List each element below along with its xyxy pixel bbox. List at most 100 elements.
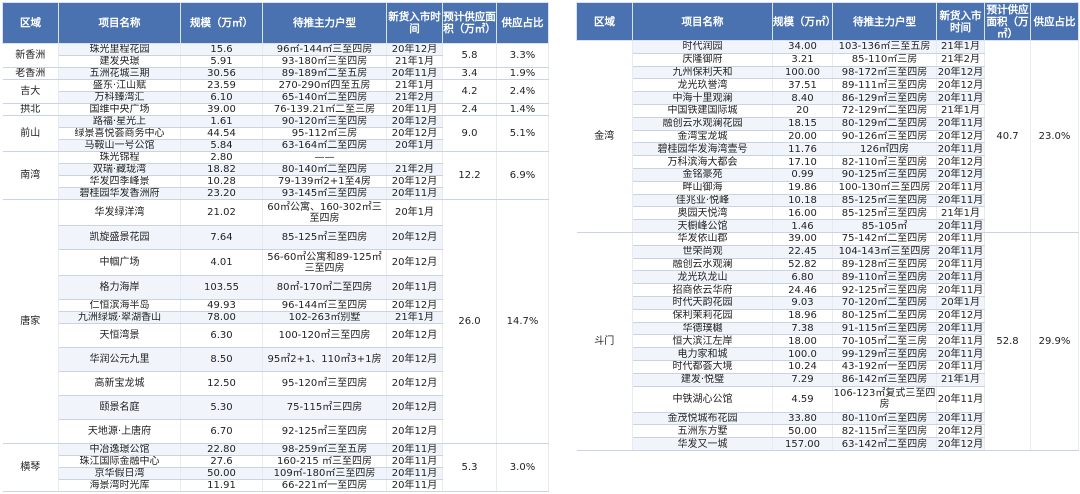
- unit-type-cell: 91-115㎡三至四房: [832, 322, 937, 336]
- table-row: 金铭豪苑 0.99 90-125㎡三至四房 20年12月: [577, 168, 1079, 182]
- supply-share-cell: 14.7%: [496, 199, 549, 444]
- header-supply-share: 供应占比: [1030, 2, 1079, 41]
- header-launch-date: 新货入市时间: [386, 2, 443, 44]
- table-row: 庆隆御府 3.21 85-110㎡三房 21年2月: [577, 53, 1079, 67]
- launch-date-cell: 20年11月: [936, 322, 985, 336]
- launch-date-cell: 20年11月: [936, 91, 985, 105]
- region-cell: 新香洲: [2, 43, 59, 68]
- launch-date-cell: 20年12月: [386, 127, 443, 140]
- scale-cell: 10.24: [772, 360, 833, 374]
- scale-cell: 52.82: [772, 258, 833, 272]
- scale-cell: 44.54: [180, 127, 263, 140]
- unit-type-cell: 75-142㎡二至四房: [832, 232, 937, 246]
- launch-date-cell: 20年12月: [936, 78, 985, 93]
- launch-date-cell: 20年11月: [936, 347, 985, 361]
- table-row: 保利茉莉花园 18.96 80-125㎡二至四房 20年12月: [577, 309, 1079, 323]
- scale-cell: 10.18: [772, 194, 833, 208]
- table-row: 万科臻湾汇 6.10 65-140㎡二至四房 21年2月: [3, 91, 549, 104]
- launch-date-cell: 20年11月: [386, 443, 443, 456]
- supply-table-left: 区域 项目名称 规模（万㎡） 待推主力户型 新货入市时间 预计供应面积（万㎡） …: [2, 2, 549, 492]
- scale-cell: 37.51: [772, 78, 833, 93]
- table-row: 天地源·上唐府 6.70 92-125㎡三至四房 20年12月: [3, 419, 549, 444]
- table-row: 双瑞·藏珑湾 18.82 80-140㎡二至四房 21年2月: [3, 163, 549, 176]
- scale-cell: 22.45: [772, 245, 833, 259]
- project-name-cell: 天地源·上唐府: [58, 419, 181, 444]
- table-row: 天恒湾景 6.30 100-120㎡三至四房 20年12月: [3, 323, 549, 348]
- project-name-cell: 奥园天悦湾: [632, 206, 773, 221]
- table-row: 碧桂园华发海湾壹号 11.76 126㎡四房 20年11月: [577, 142, 1079, 157]
- scale-cell: 3.21: [772, 53, 833, 67]
- launch-date-cell: 21年1月: [386, 55, 443, 68]
- supply-share-cell: 23.0%: [1030, 40, 1079, 233]
- scale-cell: 18.82: [180, 163, 263, 176]
- unit-type-cell: 72-129㎡二至四房: [832, 104, 937, 118]
- launch-date-cell: 21年1月: [936, 206, 985, 221]
- project-name-cell: 双瑞·藏珑湾: [58, 163, 181, 176]
- project-name-cell: 碧桂园华发香洲府: [58, 187, 181, 200]
- unit-type-cell: 270-290㎡四至五房: [262, 79, 387, 92]
- project-name-cell: 中铁湖心公馆: [632, 386, 773, 413]
- unit-type-cell: 95-112㎡三房: [262, 127, 387, 140]
- scale-cell: 18.00: [772, 334, 833, 349]
- table-row: 华润公元九里 8.50 95㎡2+1、110㎡3+1房 20年12月: [3, 347, 549, 372]
- scale-cell: 11.76: [772, 142, 833, 157]
- project-name-cell: 中海十里观澜: [632, 91, 773, 105]
- unit-type-cell: 126㎡四房: [832, 142, 937, 157]
- scale-cell: 2.80: [180, 151, 263, 164]
- unit-type-cell: 82-110㎡三至四房: [832, 155, 937, 169]
- table-row: 时代都荟大境 10.24 43-192㎡一至四房 20年11月: [577, 360, 1079, 374]
- unit-type-cell: 85-125㎡三至四房: [832, 194, 937, 208]
- project-name-cell: 庆隆御府: [632, 53, 773, 67]
- unit-type-cell: 98-172㎡三至四房: [832, 66, 937, 80]
- project-name-cell: 珠光里程花园: [58, 43, 181, 56]
- scale-cell: 21.02: [180, 199, 263, 226]
- unit-type-cell: 43-192㎡一至四房: [832, 360, 937, 374]
- launch-date-cell: 21年1月: [936, 104, 985, 118]
- project-name-cell: 中帼广场: [58, 249, 181, 276]
- scale-cell: 20.00: [772, 130, 833, 144]
- scale-cell: 18.96: [772, 309, 833, 323]
- unit-type-cell: 90-120㎡三至四房: [262, 115, 387, 128]
- launch-date-cell: 20年11月: [936, 283, 985, 297]
- launch-date-cell: 21年1月: [936, 373, 985, 387]
- scale-cell: 6.70: [180, 419, 263, 444]
- launch-date-cell: 20年12月: [386, 115, 443, 128]
- scale-cell: 23.59: [180, 79, 263, 92]
- unit-type-cell: 89-189㎡二至五房: [262, 67, 387, 80]
- project-name-cell: 华德璞樾: [632, 322, 773, 336]
- launch-date-cell: 20年12月: [386, 371, 443, 396]
- launch-date-cell: 20年12月: [386, 249, 443, 276]
- project-name-cell: 天恒湾景: [58, 323, 181, 348]
- launch-date-cell: 20年11月: [936, 181, 985, 195]
- unit-type-cell: 85-125㎡三至四房: [832, 206, 937, 221]
- supply-table-right: 区域 项目名称 规模（万㎡） 待推主力户型 新货入市时间 预计供应面积（万㎡） …: [576, 2, 1079, 451]
- unit-type-cell: 102-263㎡别墅: [262, 311, 387, 324]
- project-name-cell: 时代天韵花园: [632, 296, 773, 310]
- project-name-cell: 碧桂园华发海湾壹号: [632, 142, 773, 157]
- project-name-cell: 珠江国际金融中心: [58, 455, 181, 468]
- unit-type-cell: 109㎡-180㎡三至四房: [262, 467, 387, 480]
- unit-type-cell: 79-139㎡2+1至4房: [262, 175, 387, 188]
- project-name-cell: 华发又一城: [632, 437, 773, 451]
- supply-area-cell: 2.4: [442, 103, 497, 116]
- unit-type-cell: 63-142㎡二至四房: [832, 437, 937, 451]
- project-name-cell: 京华假日湾: [58, 467, 181, 480]
- supply-share-cell: 6.9%: [496, 151, 549, 200]
- project-name-cell: 建发央璟: [58, 55, 181, 68]
- scale-cell: 9.03: [772, 296, 833, 310]
- unit-type-cell: 80-140㎡二至四房: [262, 163, 387, 176]
- project-name-cell: 格力海岸: [58, 275, 181, 300]
- unit-type-cell: 89-110㎡三至四房: [832, 270, 937, 285]
- table-row: 五洲东方墅 50.00 82-115㎡三至四房 20年12月: [577, 424, 1079, 439]
- launch-date-cell: 20年12月: [936, 168, 985, 182]
- project-name-cell: 华润公元九里: [58, 347, 181, 372]
- table-row: 融创云水观澜 52.82 89-128㎡三至四房 20年11月: [577, 258, 1079, 272]
- launch-date-cell: 20年11月: [936, 142, 985, 157]
- project-name-cell: 国维中央广场: [58, 103, 181, 116]
- table-row: 京华假日湾 50.00 109㎡-180㎡三至四房 20年11月: [3, 467, 549, 480]
- launch-date-cell: 20年1月: [386, 199, 443, 226]
- scale-cell: 19.86: [772, 181, 833, 195]
- unit-type-cell: 70-105㎡二至三房: [832, 334, 937, 349]
- launch-date-cell: 20年12月: [936, 309, 985, 323]
- table-header-row: 区域 项目名称 规模（万㎡） 待推主力户型 新货入市时间 预计供应面积（万㎡） …: [576, 2, 1079, 41]
